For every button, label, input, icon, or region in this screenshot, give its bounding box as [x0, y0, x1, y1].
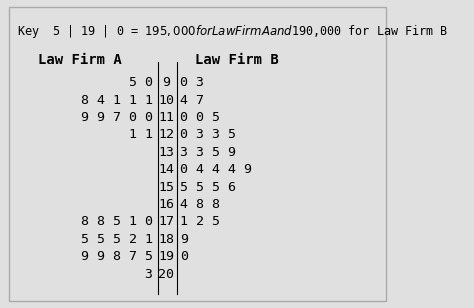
Text: 20: 20 — [158, 268, 174, 281]
Text: Key  5 | 19 | 0 = $195,000 for Law Firm A and $190,000 for Law Firm B: Key 5 | 19 | 0 = $195,000 for Law Firm A… — [17, 23, 448, 40]
Text: 11: 11 — [158, 111, 174, 124]
Text: 19: 19 — [158, 250, 174, 263]
Text: 1 1: 1 1 — [128, 128, 153, 141]
Text: 3 3 5 9: 3 3 5 9 — [180, 146, 236, 159]
Text: 9 9 7 0 0: 9 9 7 0 0 — [81, 111, 153, 124]
Text: 9: 9 — [162, 76, 170, 89]
Text: 5 5 5 6: 5 5 5 6 — [180, 180, 236, 193]
Text: 0: 0 — [180, 250, 188, 263]
Text: Law Firm A: Law Firm A — [38, 53, 122, 67]
Text: 9: 9 — [180, 233, 188, 246]
Text: 9 9 8 7 5: 9 9 8 7 5 — [81, 250, 153, 263]
Text: 0 3: 0 3 — [180, 76, 204, 89]
Text: 17: 17 — [158, 215, 174, 228]
Text: 8 4 1 1 1: 8 4 1 1 1 — [81, 94, 153, 107]
Text: 5 0: 5 0 — [128, 76, 153, 89]
Text: 14: 14 — [158, 163, 174, 176]
Text: 5 5 5 2 1: 5 5 5 2 1 — [81, 233, 153, 246]
Text: 16: 16 — [158, 198, 174, 211]
Text: 8 8 5 1 0: 8 8 5 1 0 — [81, 215, 153, 228]
Text: 15: 15 — [158, 180, 174, 193]
Text: 13: 13 — [158, 146, 174, 159]
Text: 18: 18 — [158, 233, 174, 246]
Text: 10: 10 — [158, 94, 174, 107]
Text: 12: 12 — [158, 128, 174, 141]
Text: 0 4 4 4 9: 0 4 4 4 9 — [180, 163, 252, 176]
Text: 3: 3 — [145, 268, 153, 281]
Text: Law Firm B: Law Firm B — [195, 53, 279, 67]
Text: 4 7: 4 7 — [180, 94, 204, 107]
Text: 0 3 3 5: 0 3 3 5 — [180, 128, 236, 141]
Text: 0 0 5: 0 0 5 — [180, 111, 220, 124]
Text: 1 2 5: 1 2 5 — [180, 215, 220, 228]
Text: 4 8 8: 4 8 8 — [180, 198, 220, 211]
